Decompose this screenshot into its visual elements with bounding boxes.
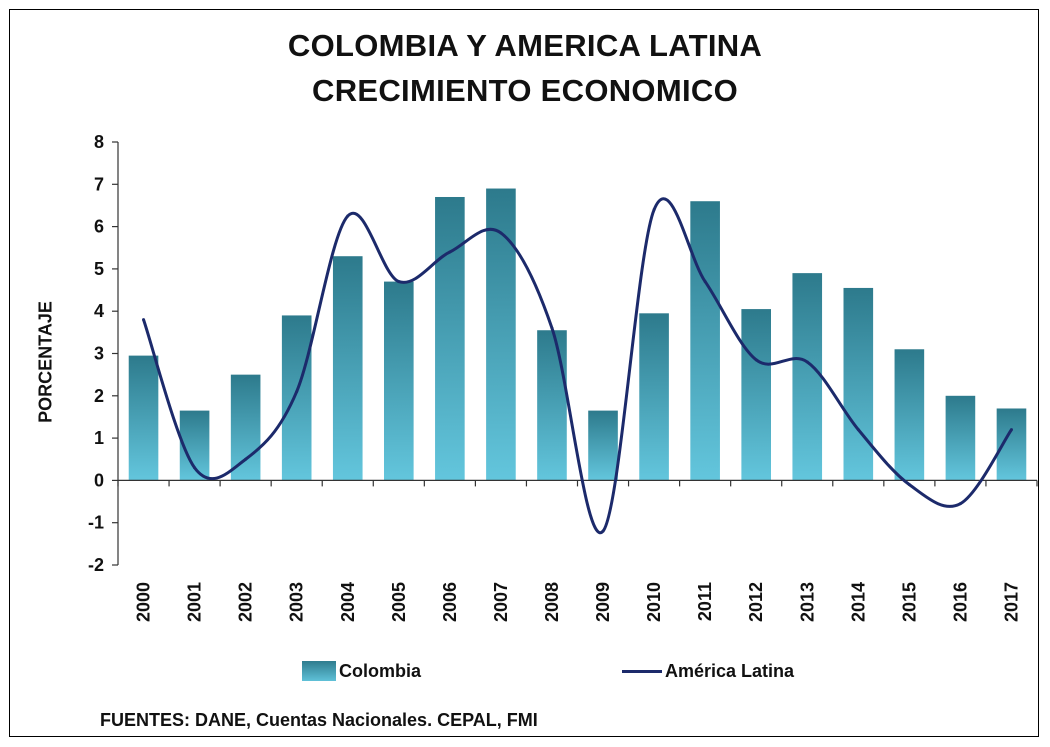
y-tick-label: 8 [94,132,104,152]
x-tick-label: 2009 [593,582,613,622]
legend-label-america-latina: América Latina [665,660,795,681]
y-tick-label: 2 [94,386,104,406]
point-america-latina-2009 [601,529,605,533]
bar-colombia-2010 [639,313,669,481]
bar-colombia-2014 [843,287,874,481]
chart-title: COLOMBIA Y AMERICA LATINA [287,28,763,63]
legend-swatch-colombia [302,661,336,681]
source-note: FUENTES: DANE, Cuentas Nacionales. CEPAL… [100,710,538,730]
bar-colombia-2007 [486,188,516,481]
point-america-latina-2004 [346,214,350,218]
x-tick-label: 2011 [695,582,715,621]
point-america-latina-2010 [652,208,656,212]
x-tick-label: 2004 [338,582,358,622]
x-tick-label: 2006 [440,582,460,622]
bar-colombia-2009 [588,410,618,481]
point-america-latina-2013 [805,360,809,364]
x-tick-label: 2003 [287,582,307,622]
x-tick-label: 2016 [950,582,970,622]
legend-label-colombia: Colombia [339,660,422,681]
y-tick-label: 5 [94,259,104,279]
bar-colombia-2005 [383,281,414,481]
point-america-latina-2006 [448,250,452,254]
point-america-latina-2001 [193,466,197,470]
bar-colombia-2016 [945,395,976,481]
point-america-latina-2005 [397,280,401,284]
x-tick-label: 2017 [1001,582,1021,622]
x-tick-label: 2002 [236,582,256,622]
point-america-latina-2003 [295,390,299,394]
bar-colombia-2002 [230,374,261,481]
x-tick-label: 2007 [491,582,511,622]
x-tick-label: 2014 [848,582,868,622]
bar-colombia-2008 [537,330,567,481]
point-america-latina-2016 [958,502,962,506]
x-tick-label: 2015 [899,582,919,622]
y-tick-label: 4 [94,301,104,321]
bar-colombia-2003 [281,315,312,481]
point-america-latina-2002 [244,457,248,461]
bar-colombia-2011 [690,201,720,481]
legend-item-colombia: Colombia [302,659,421,683]
point-america-latina-2012 [754,358,758,362]
point-america-latina-2015 [907,483,911,487]
bar-colombia-2006 [435,196,465,481]
x-tick-label: 2005 [389,582,409,622]
x-tick-label: 2000 [134,582,154,622]
x-tick-label: 2012 [746,582,766,622]
point-america-latina-2014 [856,428,860,432]
legend-swatch-america-latina [622,669,662,673]
point-america-latina-2017 [1009,428,1013,432]
point-america-latina-2007 [499,231,503,235]
y-tick-label: -2 [88,555,104,575]
x-tick-label: 2008 [542,582,562,622]
x-tick-label: 2013 [797,582,817,622]
x-tick-label: 2001 [185,582,205,622]
y-tick-label: 0 [94,470,104,490]
y-tick-label: 3 [94,344,104,364]
y-tick-label: -1 [88,513,104,533]
legend-item-america-latina: América Latina [622,659,794,683]
chart-subtitle: CRECIMIENTO ECONOMICO [312,73,738,108]
point-america-latina-2008 [550,326,554,330]
bar-colombia-2015 [894,349,925,481]
x-tick-label: 2010 [644,582,664,622]
bar-colombia-2013 [792,273,823,481]
bar-colombia-2004 [332,256,363,481]
y-tick-label: 6 [94,217,104,237]
y-tick-label: 7 [94,174,104,194]
bar-colombia-2000 [128,355,159,481]
y-tick-label: 1 [94,428,104,448]
point-america-latina-2000 [142,318,146,322]
bar-colombia-2012 [741,309,772,481]
point-america-latina-2011 [703,280,707,284]
